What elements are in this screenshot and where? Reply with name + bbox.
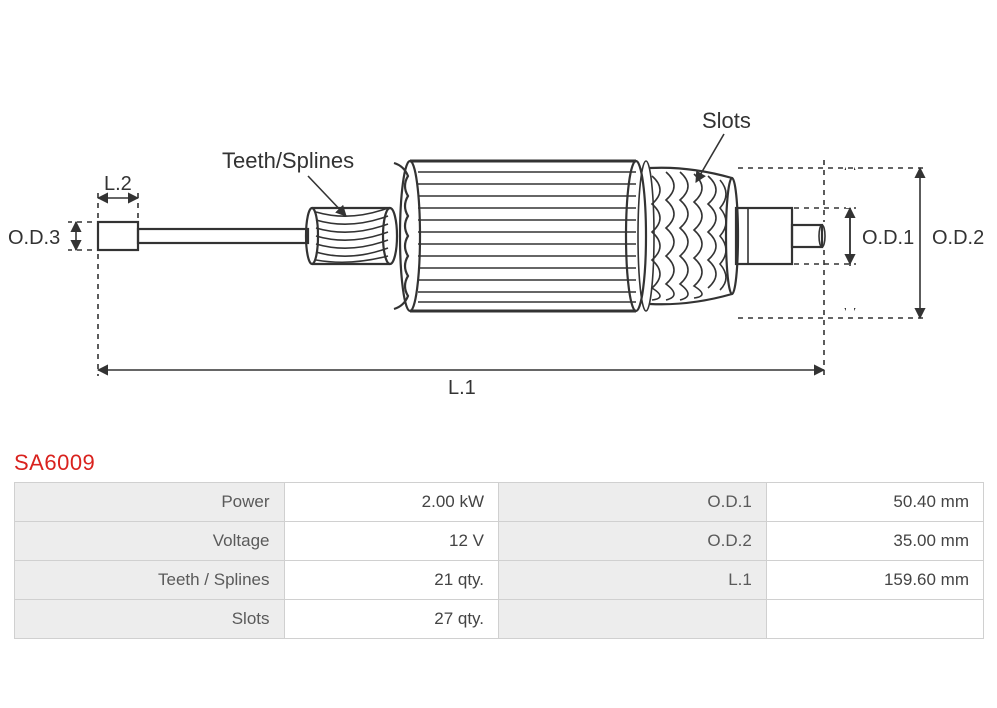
spec-table-body: Power 2.00 kW O.D.1 50.40 mm Voltage 12 … <box>15 483 984 639</box>
spec-value <box>766 600 983 639</box>
label-OD2: O.D.2 <box>932 227 984 249</box>
part-code: SA6009 <box>14 450 95 476</box>
spec-label: Power <box>15 483 285 522</box>
spec-label: Voltage <box>15 522 285 561</box>
label-L1: L.1 <box>448 377 476 399</box>
spec-value: 159.60 mm <box>766 561 983 600</box>
spec-label: Teeth / Splines <box>15 561 285 600</box>
label-teeth-splines: Teeth/Splines <box>222 148 354 173</box>
table-row: Teeth / Splines 21 qty. L.1 159.60 mm <box>15 561 984 600</box>
spec-label: L.1 <box>499 561 767 600</box>
spec-label: O.D.1 <box>499 483 767 522</box>
spec-label: O.D.2 <box>499 522 767 561</box>
label-OD3: O.D.3 <box>8 227 60 249</box>
label-L2: L.2 <box>104 173 132 195</box>
spec-value: 35.00 mm <box>766 522 983 561</box>
spec-label: Slots <box>15 600 285 639</box>
spec-table: Power 2.00 kW O.D.1 50.40 mm Voltage 12 … <box>14 482 984 639</box>
spec-label <box>499 600 767 639</box>
table-row: Power 2.00 kW O.D.1 50.40 mm <box>15 483 984 522</box>
table-row: Voltage 12 V O.D.2 35.00 mm <box>15 522 984 561</box>
armature-core <box>394 161 654 311</box>
spec-value: 27 qty. <box>284 600 499 639</box>
spec-value: 12 V <box>284 522 499 561</box>
table-row: Slots 27 qty. <box>15 600 984 639</box>
armature-diagram: Teeth/Splines Slots L.2 O.D.3 L.1 <box>0 0 997 430</box>
spec-value: 2.00 kW <box>284 483 499 522</box>
spec-value: 21 qty. <box>284 561 499 600</box>
diagram-svg: Teeth/Splines Slots L.2 O.D.3 L.1 <box>0 0 997 430</box>
page: Teeth/Splines Slots L.2 O.D.3 L.1 <box>0 0 997 708</box>
label-slots: Slots <box>702 108 751 133</box>
spec-value: 50.40 mm <box>766 483 983 522</box>
commutator-slots <box>650 168 738 305</box>
label-OD1: O.D.1 <box>862 227 914 249</box>
teeth-splines-region <box>306 208 397 264</box>
